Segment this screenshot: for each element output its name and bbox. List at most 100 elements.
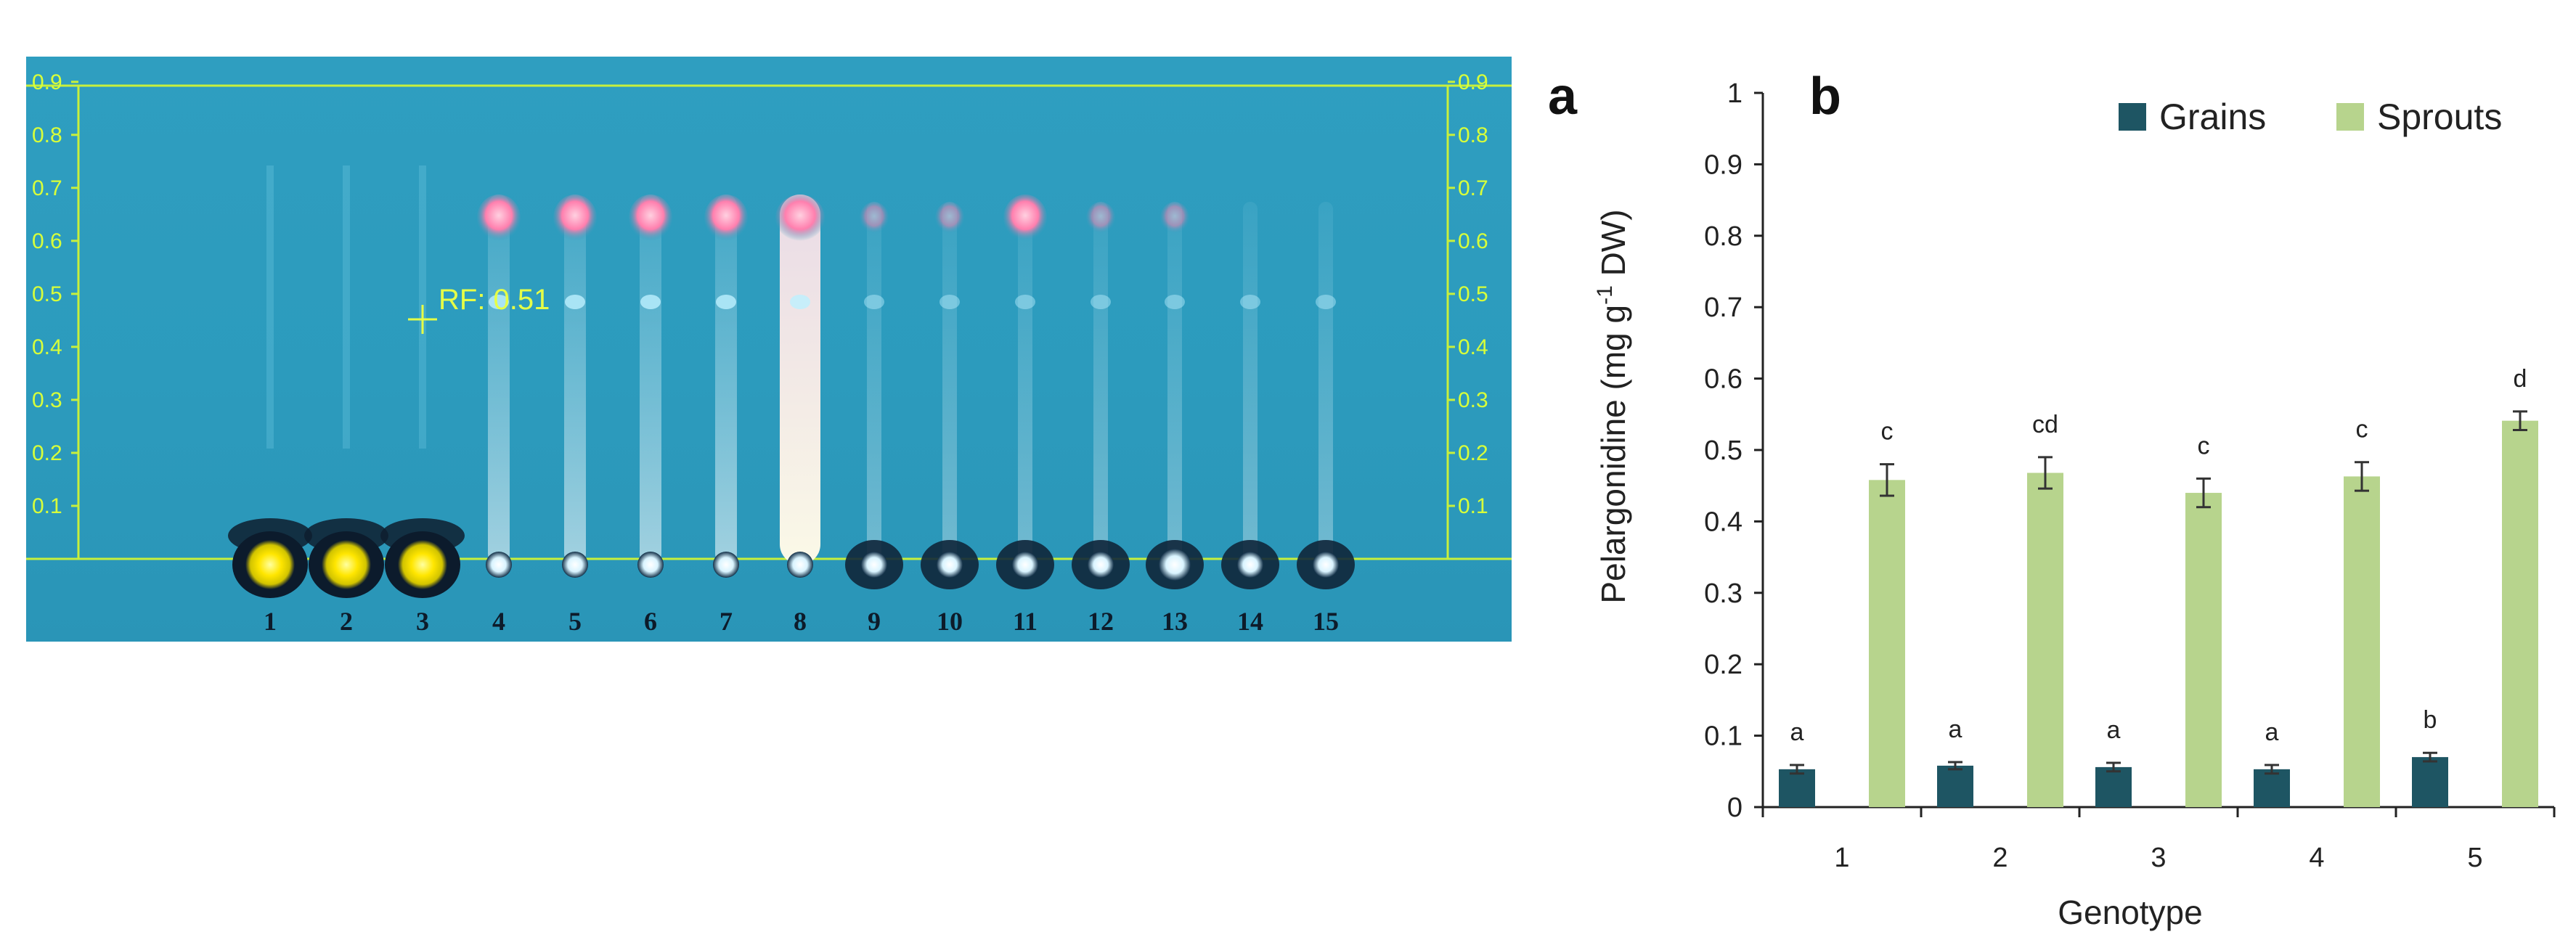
lane-pink-band: [477, 195, 521, 241]
lane-origin-spot: [937, 552, 963, 578]
lane-pink-band: [860, 202, 889, 234]
lane-label: 15: [1313, 607, 1339, 636]
lane-label: 8: [794, 607, 807, 636]
lane-blue-band: [565, 295, 585, 309]
lane-label: 9: [868, 607, 881, 636]
rf-scale-left-label: 0.8: [32, 123, 62, 147]
tlc-lane: 5: [553, 195, 597, 636]
y-axis-title: Pelargonidine (mg g-1 DW): [1593, 209, 1632, 603]
lane-label: 13: [1162, 607, 1188, 636]
lane-streak: [640, 195, 661, 565]
significance-letter: a: [2265, 719, 2279, 746]
lane-origin-spot: [562, 552, 588, 578]
x-tick-label: 5: [2467, 843, 2482, 873]
y-tick-label: 0.6: [1704, 364, 1743, 395]
rf-scale-right-label: 0.2: [1458, 441, 1488, 465]
rf-scale: 0.9 0.9 0.8 0.8 0.7 0.7 0.6 0.6 0.5 0.5 0.4 0.4 0.3 0…: [32, 70, 1488, 518]
lane-blue-band: [1240, 295, 1260, 309]
y-axis-title-superscript: -1: [1593, 285, 1617, 305]
y-tick-label: 0.3: [1704, 578, 1743, 609]
lane-blue-band: [1091, 295, 1111, 309]
y-axis-title-main: Pelargonidine (mg g: [1594, 305, 1632, 604]
x-tick-label: 1: [1834, 843, 1849, 873]
lane-origin-spot: [486, 552, 512, 578]
rf-scale-right-label: 0.9: [1458, 70, 1488, 94]
bar-grains: [2095, 766, 2132, 807]
lane-pink-band: [775, 195, 825, 241]
lane-origin-spot: [398, 540, 447, 589]
panel-label-a: a: [1548, 68, 1578, 126]
y-tick-label: 0.4: [1704, 507, 1743, 537]
tlc-lane: 3: [380, 165, 465, 636]
rf-scale-left-label: 0.4: [32, 335, 62, 359]
tlc-lane: 7: [704, 195, 748, 636]
rf-scale-right-label: 0.8: [1458, 123, 1488, 147]
lane-label: 14: [1237, 607, 1263, 636]
rf-scale-left-label: 0.6: [32, 229, 62, 253]
lane-blue-band: [939, 295, 960, 309]
lane-streak: [780, 195, 820, 565]
lane-label: 7: [720, 607, 733, 636]
legend-label-sprouts: Sprouts: [2377, 97, 2502, 137]
lane-blue-band: [1165, 295, 1185, 309]
y-tick-label: 0.2: [1704, 650, 1743, 680]
lane-streak: [564, 195, 586, 565]
lane-streak: [1018, 202, 1032, 565]
y-tick-label: 0.5: [1704, 435, 1743, 466]
significance-letter: cd: [2032, 411, 2058, 438]
tlc-lane: 13: [1146, 202, 1204, 636]
rf-scale-left-label: 0.7: [32, 176, 62, 200]
x-tick-label: 4: [2309, 843, 2324, 873]
x-tick-label: 3: [2151, 843, 2166, 873]
lane-streak: [1318, 202, 1333, 565]
lane-streak: [867, 202, 881, 565]
panel-label-b: b: [1809, 68, 1841, 126]
tlc-lane: 4: [477, 195, 521, 636]
bar-sprouts: [2185, 493, 2222, 807]
tlc-lane: 12: [1072, 202, 1130, 636]
significance-letter: b: [2424, 706, 2437, 734]
tlc-lane: 6: [629, 195, 672, 636]
lane-pink-band: [1086, 202, 1115, 234]
bar-sprouts: [2027, 472, 2063, 807]
legend-label-grains: Grains: [2159, 97, 2266, 137]
lane-pink-band: [1160, 202, 1189, 234]
lane-origin-spot: [713, 552, 739, 578]
lane-label: 2: [340, 607, 353, 636]
lane-blue-band: [640, 295, 661, 309]
bar-sprouts: [2502, 420, 2538, 807]
lane-label: 1: [264, 607, 277, 636]
lane-label: 12: [1088, 607, 1114, 636]
y-tick-label: 0.1: [1704, 721, 1743, 752]
rf-scale-left-label: 0.9: [32, 70, 62, 94]
tlc-plate-image: 0.9 0.9 0.8 0.8 0.7 0.7 0.6 0.6 0.5 0.5 0.4 0.4 0.3 0…: [26, 57, 1512, 642]
tlc-lane: 1: [228, 165, 312, 636]
y-tick-label: 0.7: [1704, 292, 1743, 323]
rf-scale-right-label: 0.3: [1458, 388, 1488, 412]
significance-letter: c: [2198, 432, 2210, 459]
tlc-lane: 15: [1297, 202, 1355, 636]
rf-scale-left-label: 0.1: [32, 494, 62, 518]
tlc-lane: 14: [1221, 202, 1279, 636]
lane-blue-band: [489, 295, 509, 309]
lane-streak: [942, 202, 957, 565]
lane-origin-spot: [861, 552, 887, 578]
tlc-lane: 8: [775, 195, 825, 636]
significance-letter: a: [1949, 716, 1962, 743]
rf-scale-right-label: 0.7: [1458, 176, 1488, 200]
rf-scale-left-label: 0.2: [32, 441, 62, 465]
rf-scale-right-label: 0.5: [1458, 282, 1488, 306]
lane-origin-spot: [322, 540, 371, 589]
rf-scale-left-label: 0.3: [32, 388, 62, 412]
lane-origin-spot: [1012, 552, 1038, 578]
lane-streak: [488, 195, 510, 565]
y-tick-label: 1: [1727, 78, 1743, 109]
significance-letter: a: [1790, 719, 1804, 746]
lane-blue-band: [716, 295, 736, 309]
bar-grains: [2412, 757, 2448, 807]
tlc-lane: 2: [304, 165, 388, 636]
lane-pink-band: [1003, 195, 1047, 241]
lane-origin-spot: [1313, 552, 1339, 578]
lane-streak: [1243, 202, 1258, 565]
tlc-lane: 9: [845, 202, 903, 636]
